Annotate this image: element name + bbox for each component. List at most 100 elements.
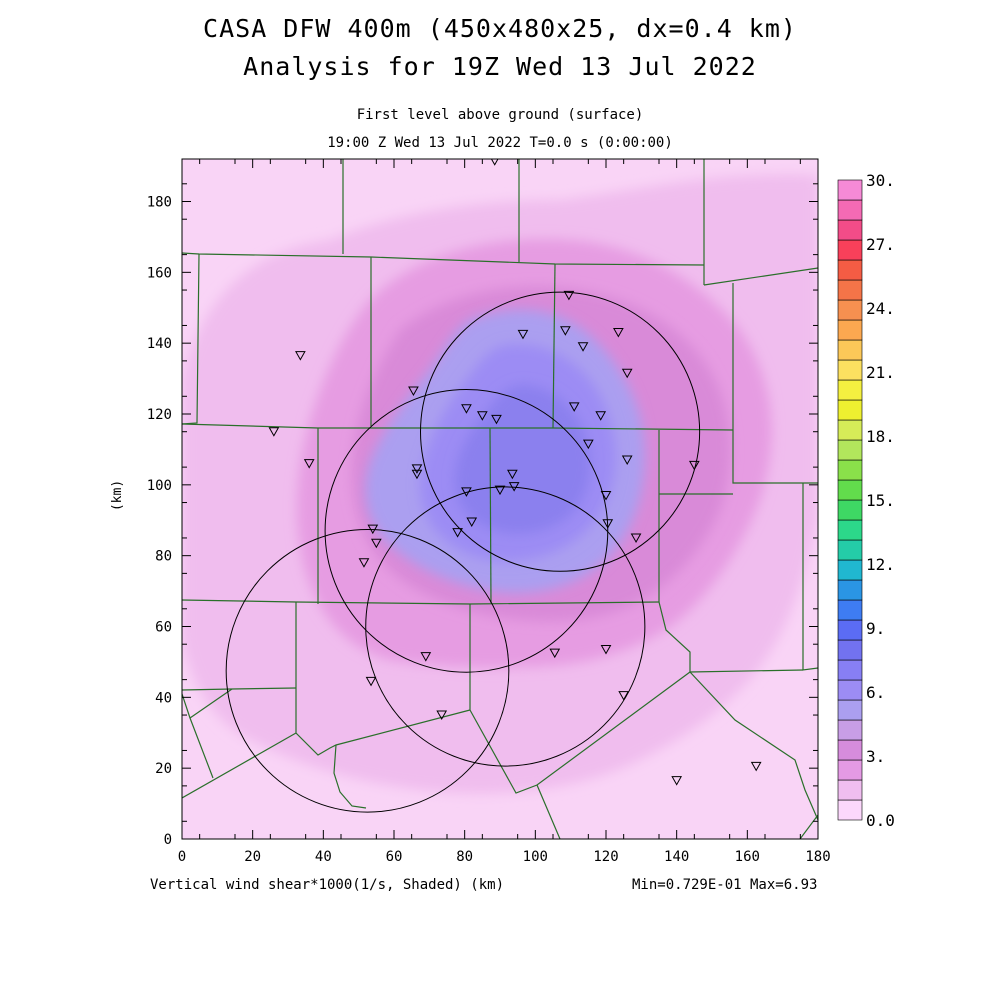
station-marker	[408, 386, 419, 396]
colorbar-swatch	[837, 359, 863, 381]
station-marker	[370, 538, 382, 549]
colorbar-label: 15.	[866, 491, 895, 510]
station-marker	[494, 485, 506, 496]
map-title-line-2: Analysis for 19Z Wed 13 Jul 2022	[243, 52, 757, 81]
station-marker	[582, 439, 594, 450]
station-marker	[560, 326, 571, 336]
colorbar-swatch	[837, 539, 863, 561]
map-title-line-1: CASA DFW 400m (450x480x25, dx=0.4 km)	[203, 14, 797, 43]
station-markers	[268, 159, 762, 786]
station-marker	[577, 342, 589, 352]
plot-frame	[181, 158, 819, 840]
colorbar-swatch	[837, 779, 863, 801]
colorbar-label: 6.	[866, 683, 885, 702]
x-axis: 0 20 40 60 80 100 120 140 160 180	[178, 159, 831, 865]
radar-ring-1	[420, 291, 701, 572]
station-marker	[568, 402, 580, 412]
colorbar-swatch	[837, 219, 863, 241]
station-marker	[466, 517, 478, 528]
colorbar-swatch	[837, 419, 863, 441]
colorbar-label: 21.	[866, 363, 895, 382]
colorbar-swatch	[837, 599, 863, 621]
station-marker	[461, 487, 472, 497]
colorbar-swatch	[837, 799, 863, 821]
station-marker	[602, 519, 614, 529]
station-marker	[630, 533, 642, 543]
station-marker	[420, 652, 432, 662]
radar-ring-2	[324, 389, 609, 673]
x-tick-label: 80	[456, 849, 473, 865]
colorbar-swatch	[837, 479, 863, 501]
x-tick-label: 180	[805, 849, 830, 865]
station-marker	[595, 411, 607, 421]
colorbar-label: 30.	[866, 171, 895, 190]
colorbar-swatch	[837, 199, 863, 221]
colorbar-swatch	[837, 719, 863, 741]
colorbar-swatch	[837, 499, 863, 521]
x-tick-label: 120	[593, 849, 618, 865]
station-marker	[295, 351, 306, 361]
colorbar-swatch	[837, 239, 863, 261]
colorbar-swatch	[837, 299, 863, 321]
x-tick-label: 20	[244, 849, 261, 865]
y-tick-label: 140	[147, 336, 172, 352]
colorbar-swatch	[837, 319, 863, 341]
x-tick-label: 40	[315, 849, 332, 865]
y-tick-label: 180	[147, 195, 172, 211]
y-tick-label: 60	[155, 620, 172, 636]
colorbar-label: 9.	[866, 619, 885, 638]
colorbar-swatch	[837, 519, 863, 541]
x-tick-label: 100	[523, 849, 548, 865]
station-marker	[750, 761, 762, 772]
x-tick-label: 140	[664, 849, 689, 865]
station-marker	[508, 482, 520, 492]
station-marker	[411, 464, 423, 474]
station-marker	[461, 404, 472, 414]
radar-range-rings	[225, 291, 701, 813]
station-marker	[476, 411, 488, 421]
x-tick-label: 60	[386, 849, 403, 865]
station-marker	[490, 159, 499, 166]
x-tick-label: 0	[178, 849, 186, 865]
colorbar-swatch	[837, 279, 863, 301]
map-subtitle-level: First level above ground (surface)	[356, 107, 644, 123]
station-marker	[517, 329, 529, 340]
station-marker	[303, 459, 315, 469]
station-marker	[600, 490, 612, 501]
y-tick-label: 80	[155, 549, 172, 565]
y-tick-label: 100	[147, 478, 172, 494]
colorbar-label: 27.	[866, 235, 895, 254]
station-marker	[365, 676, 377, 687]
colorbar-label: 12.	[866, 555, 895, 574]
wind-shear-shading	[182, 159, 818, 839]
x-axis-label: Vertical wind shear*1000(1/s, Shaded) (k…	[150, 877, 505, 893]
y-tick-label: 120	[147, 407, 172, 423]
colorbar-swatch	[837, 459, 863, 481]
station-marker	[411, 469, 423, 480]
colorbar-label: 18.	[866, 427, 895, 446]
y-axis-label: (km)	[110, 479, 126, 512]
radar-ring-4	[225, 528, 510, 813]
colorbar-swatch	[837, 179, 863, 201]
station-marker	[621, 455, 633, 466]
station-marker	[358, 558, 370, 568]
y-tick-label: 0	[164, 832, 172, 848]
colorbar-swatch	[837, 559, 863, 581]
colorbar-swatch	[837, 679, 863, 701]
station-marker	[507, 469, 518, 480]
colorbar-swatch	[837, 659, 863, 681]
y-tick-label: 160	[147, 265, 172, 281]
station-marker	[618, 691, 630, 701]
color-scale-bar: 0.0 3. 6. 9. 12. 15. 18. 21. 24. 27. 30.	[837, 171, 895, 830]
station-marker	[688, 460, 700, 471]
colorbar-swatch	[837, 699, 863, 721]
colorbar-label: 24.	[866, 299, 895, 318]
station-marker	[613, 328, 624, 338]
station-marker	[600, 645, 612, 655]
min-max-stats: Min=0.729E-01 Max=6.93	[632, 877, 818, 893]
map-subtitle-time: 19:00 Z Wed 13 Jul 2022 T=0.0 s (0:00:00…	[327, 135, 673, 151]
colorbar-swatch	[837, 579, 863, 601]
colorbar-swatch	[837, 339, 863, 361]
station-marker	[268, 427, 280, 437]
